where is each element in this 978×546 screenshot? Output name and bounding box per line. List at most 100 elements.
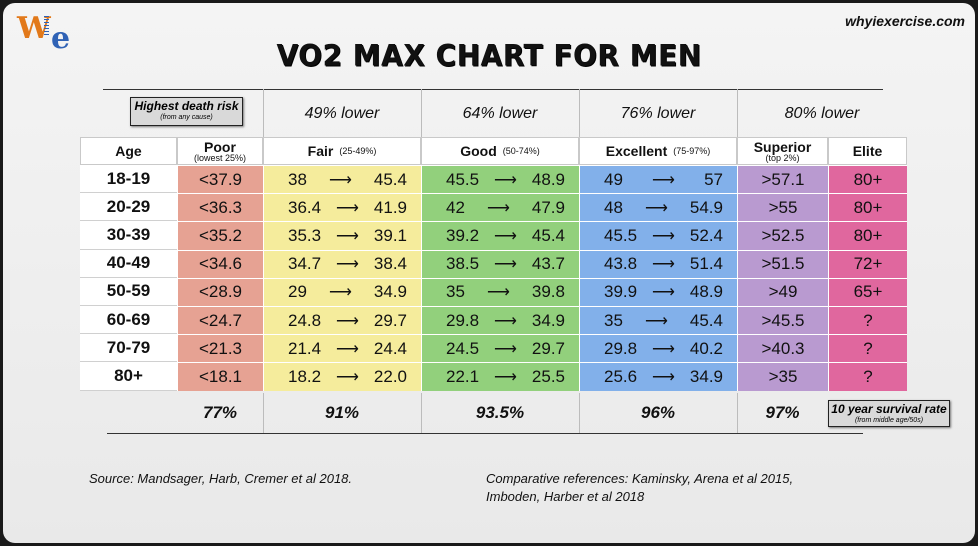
- fair-range-high: 41.9: [373, 197, 407, 217]
- good-range-low: 29.8: [446, 310, 480, 330]
- good-range-low: 39.2: [446, 225, 480, 245]
- arrow-icon: ⟶: [336, 256, 359, 274]
- survival-rate: 93.5%: [475, 403, 525, 422]
- survival-rate: 96%: [640, 403, 676, 422]
- fair-cell: 35.3 ⟶ 39.1: [263, 221, 421, 250]
- risk-reduction-label: 64% lower: [462, 105, 538, 122]
- arrow-icon: ⟶: [652, 256, 675, 274]
- fair-range-low: 21.4: [288, 338, 322, 358]
- excellent-range-high: 48.9: [689, 282, 723, 302]
- superior-cell: >55: [737, 193, 828, 222]
- good-cell: 42 ⟶ 47.9: [421, 193, 579, 222]
- excellent-cell: 45.5 ⟶ 52.4: [579, 221, 737, 250]
- poor-cell: <28.9: [177, 277, 263, 306]
- good-range-low: 38.5: [446, 254, 480, 274]
- poor-cell: <35.2: [177, 221, 263, 250]
- top-divider-0: [263, 89, 264, 137]
- excellent-range-high: 45.4: [689, 310, 723, 330]
- age-cell: 70-79: [80, 334, 177, 363]
- elite-cell: 80+: [828, 165, 907, 194]
- excellent-range-high: 57: [704, 169, 723, 189]
- excellent-cell: 25.6 ⟶ 34.9: [579, 362, 737, 391]
- death-risk-box: Highest death risk (from any cause): [130, 97, 243, 126]
- excellent-cell: 29.8 ⟶ 40.2: [579, 334, 737, 363]
- arrow-icon: ⟶: [336, 199, 359, 217]
- death-risk-title: Highest death risk: [134, 99, 239, 113]
- age-cell: 40-49: [80, 249, 177, 278]
- header-elite: Elite: [828, 137, 907, 165]
- excellent-range-low: 43.8: [604, 254, 638, 274]
- good-range-high: 25.5: [531, 366, 565, 386]
- header-fair: Fair (25-49%): [263, 137, 421, 165]
- top-divider-3: [737, 89, 738, 137]
- bottom-divider-1: [421, 393, 422, 433]
- arrow-icon: ⟶: [494, 227, 517, 245]
- survival-box-subtitle: (from middle age/50s): [854, 417, 924, 424]
- arrow-icon: ⟶: [652, 368, 675, 386]
- arrow-icon: ⟶: [494, 340, 517, 358]
- elite-cell: 72+: [828, 249, 907, 278]
- age-cell: 30-39: [80, 221, 177, 250]
- poor-cell: <34.6: [177, 249, 263, 278]
- excellent-range-high: 52.4: [689, 225, 723, 245]
- arrow-icon: ⟶: [652, 284, 675, 302]
- good-cell: 38.5 ⟶ 43.7: [421, 249, 579, 278]
- arrow-icon: ⟶: [652, 171, 675, 189]
- superior-cell: >49: [737, 277, 828, 306]
- header-elite-label: Elite: [852, 143, 883, 159]
- header-good: Good (50-74%): [421, 137, 579, 165]
- page-title: VO2 MAX CHART FOR MEN: [276, 38, 702, 73]
- superior-cell: >51.5: [737, 249, 828, 278]
- arrow-icon: ⟶: [336, 340, 359, 358]
- good-range-low: 45.5: [446, 169, 480, 189]
- fair-range-high: 22.0: [373, 366, 407, 386]
- header-poor-label: Poor: [204, 138, 236, 155]
- excellent-cell: 43.8 ⟶ 51.4: [579, 249, 737, 278]
- chart-slide: W e whyiexercise.com VO2 MAX CHART FOR M…: [3, 3, 975, 543]
- header-excellent: Excellent (75-97%): [579, 137, 737, 165]
- excellent-range-low: 25.6: [604, 366, 638, 386]
- fair-range-low: 38: [288, 169, 307, 189]
- fair-range-high: 29.7: [373, 310, 407, 330]
- age-cell: 60-69: [80, 306, 177, 335]
- survival-rate: 91%: [324, 403, 360, 422]
- risk-reduction-label: 76% lower: [620, 105, 696, 122]
- elite-cell: ?: [828, 334, 907, 363]
- survival-rate: 97%: [765, 403, 800, 422]
- arrow-icon: ⟶: [652, 340, 675, 358]
- fair-cell: 18.2 ⟶ 22.0: [263, 362, 421, 391]
- poor-cell: <36.3: [177, 193, 263, 222]
- header-superior-sub: (top 2%): [765, 152, 800, 163]
- excellent-cell: 35 ⟶ 45.4: [579, 306, 737, 335]
- good-range-low: 24.5: [446, 338, 480, 358]
- good-cell: 29.8 ⟶ 34.9: [421, 306, 579, 335]
- header-superior-label: Superior: [753, 138, 812, 155]
- fair-cell: 29 ⟶ 34.9: [263, 277, 421, 306]
- excellent-range-high: 54.9: [689, 197, 723, 217]
- header-fair-label: Fair: [307, 143, 334, 159]
- fair-range-low: 24.8: [288, 310, 322, 330]
- good-cell: 22.1 ⟶ 25.5: [421, 362, 579, 391]
- good-range-high: 47.9: [531, 197, 565, 217]
- fair-cell: 24.8 ⟶ 29.7: [263, 306, 421, 335]
- fair-range-low: 18.2: [288, 366, 322, 386]
- fair-range-low: 35.3: [288, 225, 322, 245]
- bottom-divider-0: [263, 393, 264, 433]
- excellent-range-low: 48: [604, 197, 623, 217]
- good-cell: 35 ⟶ 39.8: [421, 277, 579, 306]
- fair-range-high: 45.4: [373, 169, 407, 189]
- death-risk-subtitle: (from any cause): [160, 114, 213, 121]
- source-citation: Source: Mandsager, Harb, Cremer et al 20…: [89, 471, 353, 486]
- excellent-cell: 49 ⟶ 57: [579, 165, 737, 194]
- site-label: whyiexercise.com: [845, 13, 965, 29]
- arrow-icon: ⟶: [644, 199, 668, 217]
- arrow-icon: ⟶: [336, 368, 359, 386]
- excellent-range-low: 35: [604, 310, 623, 330]
- fair-range-low: 34.7: [288, 254, 322, 274]
- arrow-icon: ⟶: [494, 256, 517, 274]
- fair-range-low: 36.4: [288, 197, 322, 217]
- comparative-line-1: Comparative references: Kaminsky, Arena …: [486, 471, 794, 486]
- arrow-icon: ⟶: [644, 312, 668, 330]
- header-excellent-label: Excellent: [605, 143, 668, 159]
- bottom-rule: [107, 433, 863, 434]
